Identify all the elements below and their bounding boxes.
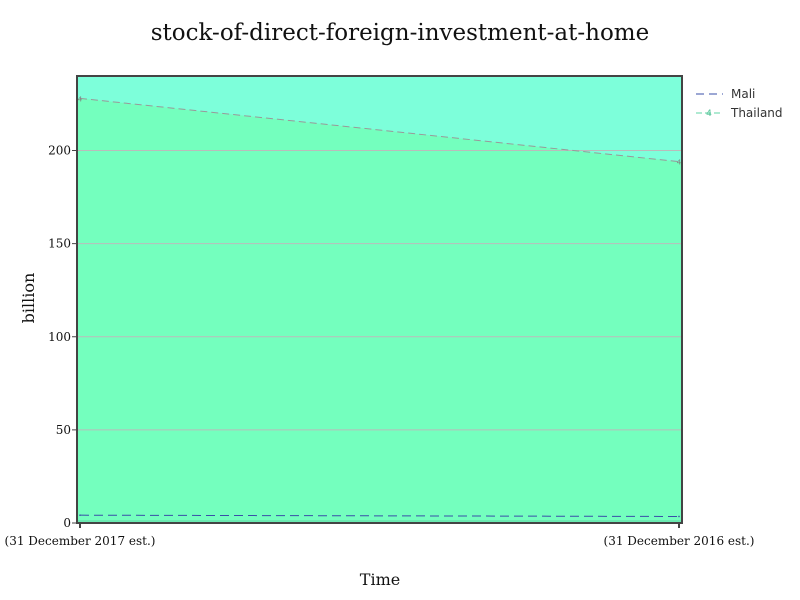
- plot-frame: [76, 75, 683, 524]
- legend-label-thailand: Thailand: [730, 106, 783, 120]
- y-axis-title: billion: [19, 273, 38, 324]
- legend-label-mali: Mali: [731, 87, 755, 101]
- y-tick-label: 0: [63, 516, 71, 530]
- x-tick-label: (31 December 2016 est.): [604, 534, 755, 548]
- x-axis-title: Time: [360, 570, 400, 589]
- series-line-mali: [79, 514, 680, 517]
- x-tick-label: (31 December 2017 est.): [5, 534, 156, 548]
- y-tick-label: 200: [48, 144, 71, 158]
- legend-marker-thailand: 4: [706, 109, 712, 119]
- y-tick-label: 100: [48, 330, 71, 344]
- data-point-mali: [678, 515, 680, 518]
- data-point-thailand: 4: [677, 159, 682, 167]
- series-line-thailand: [79, 97, 680, 163]
- area-thailand: [77, 98, 682, 523]
- legend-item-thailand: 4 Thailand: [696, 106, 783, 120]
- y-tick-label: 150: [48, 237, 71, 251]
- chart-title: stock-of-direct-foreign-investment-at-ho…: [151, 20, 649, 46]
- data-point-mali: [79, 514, 81, 516]
- plot-area: 4 4 0 50 100 150 200 (31 December 2017 est.) (31…: [5, 75, 755, 548]
- y-tick-label: 50: [56, 423, 71, 437]
- legend-item-mali: Mali: [696, 87, 755, 101]
- legend: Mali 4 Thailand: [696, 87, 783, 120]
- data-point-thailand: 4: [78, 95, 83, 103]
